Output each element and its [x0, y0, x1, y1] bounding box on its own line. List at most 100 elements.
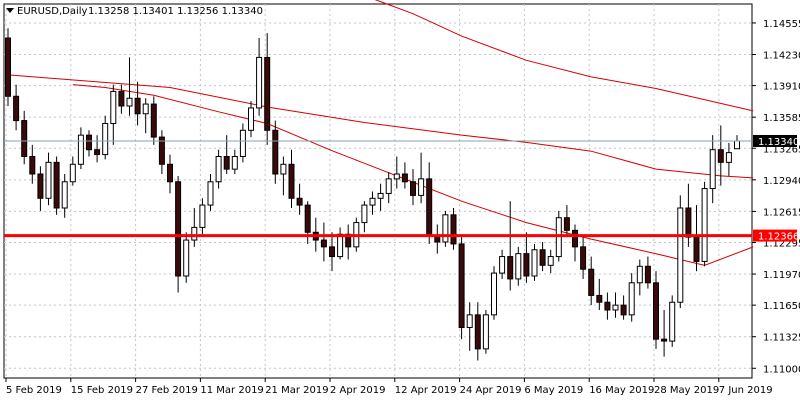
candle-bullish — [110, 90, 117, 124]
x-tick-label: 12 Apr 2019 — [395, 385, 457, 396]
y-tick-label: 1.13585 — [763, 113, 800, 124]
price-lines — [4, 140, 752, 238]
x-tick-label: 5 Feb 2019 — [6, 385, 62, 396]
y-tick-label: 1.11325 — [763, 333, 800, 344]
candle-bearish — [29, 156, 36, 175]
candle-bearish — [410, 181, 416, 196]
candle-bullish — [393, 173, 400, 180]
x-axis: 5 Feb 2019 15 Feb 2019 27 Feb 2019 11 Mar 2… — [5, 378, 773, 396]
candle-bearish — [644, 265, 651, 284]
candle-bearish — [5, 37, 11, 97]
candle-bullish — [669, 301, 676, 342]
candle-bearish — [620, 304, 627, 316]
candle-bearish — [264, 56, 271, 131]
y-tick-label: 1.12615 — [763, 207, 800, 218]
candle-bullish — [126, 97, 133, 107]
candle-bullish — [280, 163, 287, 175]
x-tick-label: 27 Feb 2019 — [136, 385, 198, 396]
candle-bearish — [401, 173, 408, 183]
candle-bearish — [304, 204, 311, 233]
candle-bullish — [499, 256, 506, 274]
candle-bearish — [13, 95, 20, 122]
plot-area — [3, 3, 753, 379]
y-axis: 1.14555 1.14230 1.13910 1.13585 1.13265 1.129… — [752, 19, 800, 375]
dropdown-triangle-icon — [6, 8, 14, 13]
candle-bullish — [385, 178, 392, 194]
candle-bearish — [426, 178, 433, 237]
candle-bullish — [248, 107, 254, 131]
candles — [5, 28, 740, 361]
candle-bearish — [580, 246, 587, 270]
candle-bearish — [717, 149, 724, 163]
current-price-tag — [753, 134, 797, 147]
candle-bullish — [369, 197, 376, 206]
x-tick-label: 16 May 2019 — [589, 385, 654, 396]
candle-bearish — [272, 129, 279, 175]
candle-bullish — [709, 149, 716, 190]
candle-bullish — [361, 204, 368, 224]
candle-bullish — [142, 103, 149, 115]
candle-bullish — [69, 163, 76, 183]
candle-bearish — [685, 207, 692, 238]
y-tick-label: 1.13910 — [763, 82, 800, 93]
horizontal-level-tag — [753, 229, 797, 242]
x-tick-label: 21 Mar 2019 — [265, 385, 328, 396]
symbol-label: EURUSD,Daily — [17, 6, 88, 17]
candle-bearish — [563, 217, 570, 231]
candle-bearish — [150, 103, 157, 138]
candle-bearish — [450, 214, 457, 245]
candle-bullish — [191, 226, 198, 241]
candle-bearish — [661, 338, 668, 342]
candle-bullish — [555, 217, 562, 258]
candle-bearish — [596, 294, 603, 303]
x-tick-label: 11 Mar 2019 — [200, 385, 263, 396]
candle-bullish — [77, 134, 84, 165]
candle-bullish — [491, 272, 497, 316]
candle-bullish — [207, 181, 214, 206]
candle-bullish — [531, 249, 538, 277]
candle-bullish — [61, 181, 68, 209]
x-tick-label: 24 Apr 2019 — [460, 385, 522, 396]
y-tick-label: 1.11000 — [763, 364, 800, 375]
candle-bearish — [474, 314, 481, 350]
candle-bearish — [167, 163, 173, 183]
candle-bullish — [547, 256, 554, 266]
y-tick-label: 1.12940 — [763, 176, 800, 187]
candle-bearish — [523, 253, 530, 277]
candle-bullish — [256, 56, 263, 109]
candle-bullish — [701, 188, 708, 262]
candle-bearish — [21, 120, 28, 158]
x-tick-label: 6 May 2019 — [524, 385, 583, 396]
candle-bearish — [118, 90, 125, 107]
candle-bearish — [223, 156, 230, 170]
ohlc-values: 1.13258 1.13401 1.13256 1.13340 — [88, 6, 263, 17]
candle-bullish — [725, 152, 732, 163]
candle-bearish — [134, 97, 141, 115]
candle-bullish — [466, 314, 473, 328]
candle-bearish — [296, 197, 303, 206]
moving-average-line — [374, 0, 754, 112]
candle-bullish — [515, 253, 522, 280]
candle-bearish — [604, 301, 611, 311]
moving-average-line — [7, 74, 754, 179]
candle-bearish — [458, 243, 465, 328]
y-tick-label: 1.13265 — [763, 144, 800, 155]
x-tick-label: 15 Feb 2019 — [71, 385, 133, 396]
horizontal-level-tag-label: 1.12366 — [758, 232, 799, 243]
candle-bullish — [628, 282, 635, 316]
candle-bearish — [288, 163, 295, 199]
candle-bearish — [86, 134, 92, 151]
y-tick-label: 1.12295 — [763, 238, 800, 249]
candle-bullish — [636, 265, 643, 284]
candle-bullish — [377, 192, 384, 199]
chart-header: EURUSD,Daily 1.13258 1.13401 1.13256 1.1… — [6, 6, 263, 17]
candle-bullish — [215, 156, 222, 183]
x-tick-label: 7 Jun 2019 — [719, 385, 773, 396]
y-tick-label: 1.14555 — [763, 19, 800, 30]
y-tick-label: 1.14230 — [763, 51, 800, 62]
candle-bearish — [37, 173, 44, 199]
candle-bearish — [329, 246, 335, 258]
candle-bearish — [175, 181, 182, 277]
current-price-tag-label: 1.13340 — [758, 137, 799, 148]
